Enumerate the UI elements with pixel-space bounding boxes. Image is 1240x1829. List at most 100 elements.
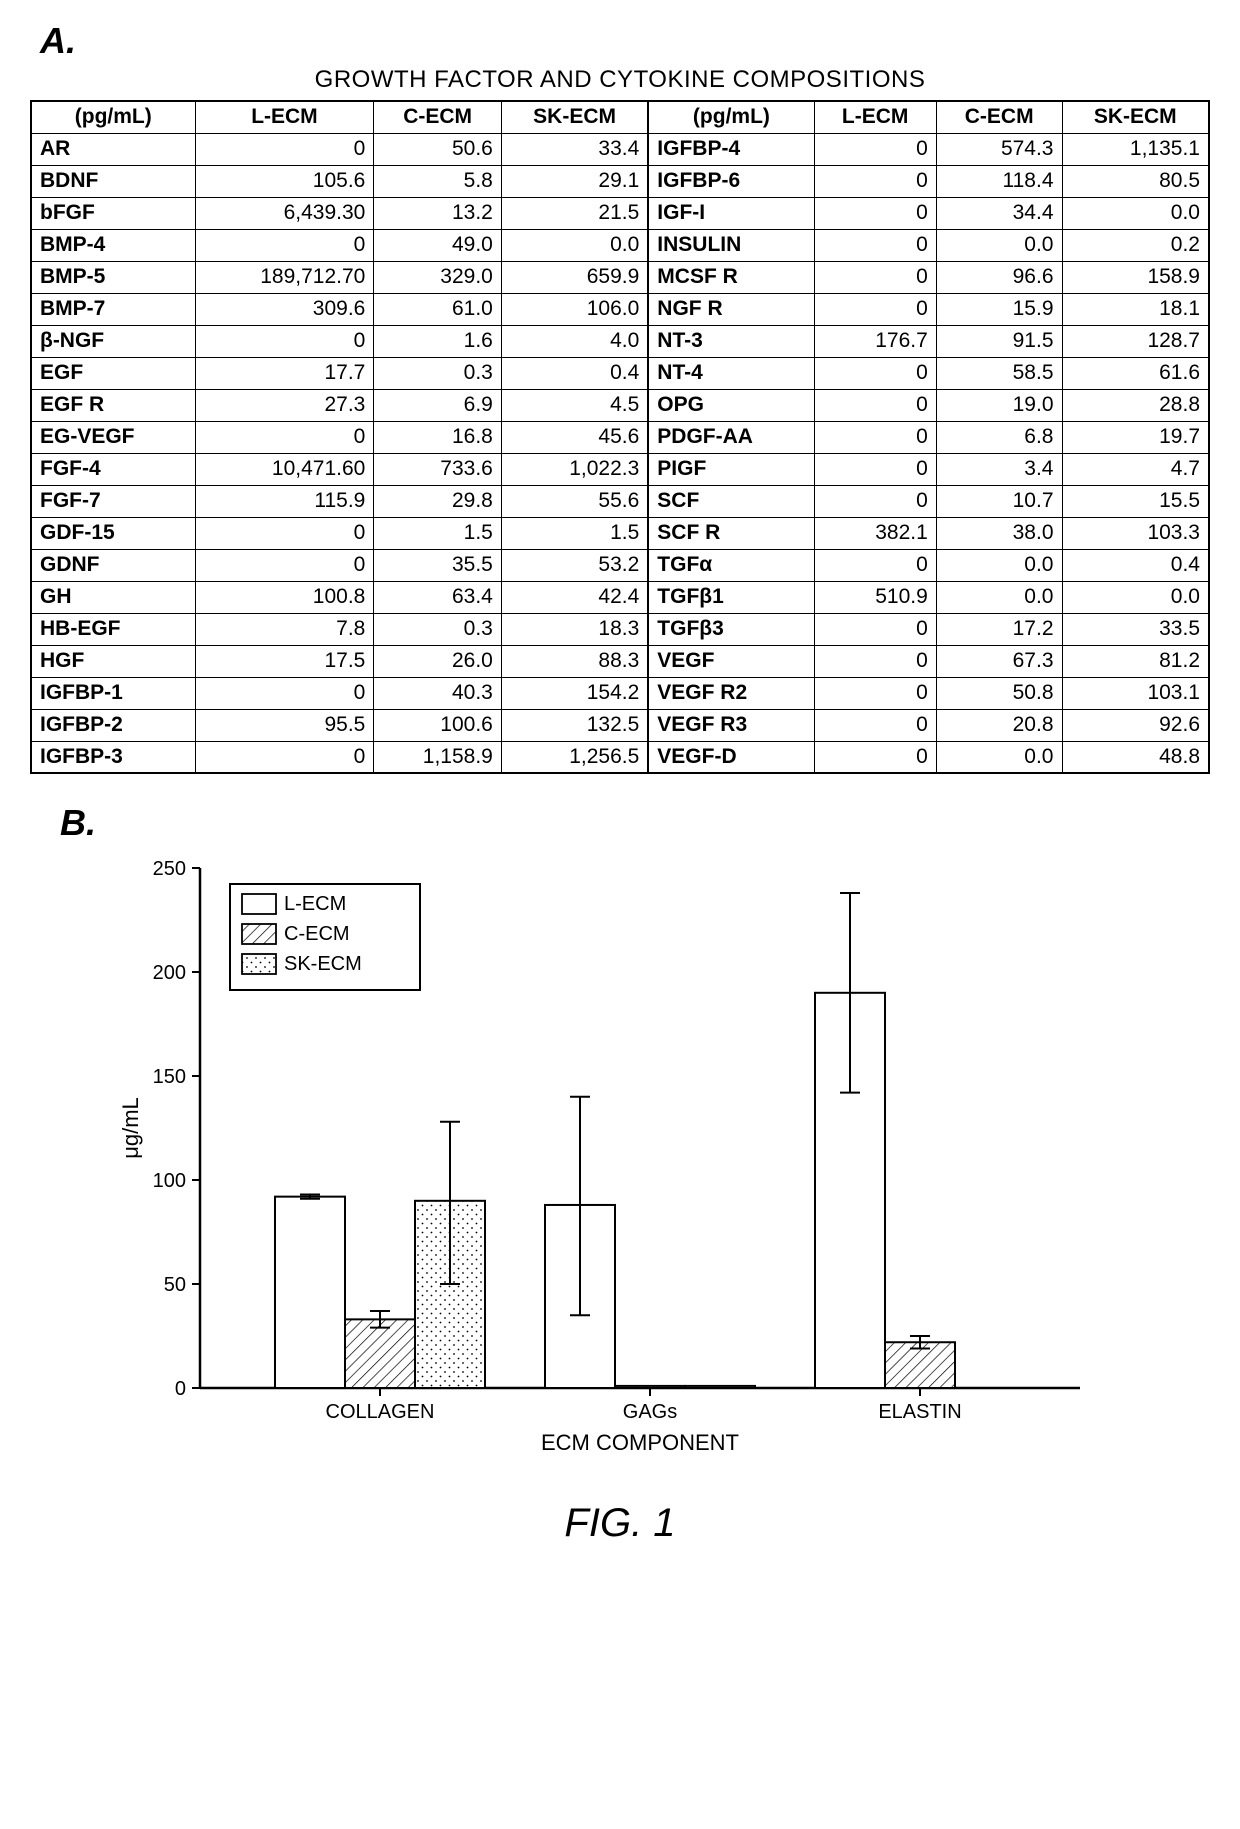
row-label: NGF R [648, 293, 814, 325]
row-label: EG-VEGF [31, 421, 195, 453]
table-cell: 329.0 [374, 261, 502, 293]
table-cell: 115.9 [195, 485, 374, 517]
row-label: VEGF R2 [648, 677, 814, 709]
svg-text:50: 50 [164, 1274, 186, 1296]
svg-text:ELASTIN: ELASTIN [878, 1401, 961, 1423]
table-cell: 29.1 [501, 165, 648, 197]
table-cell: 0 [814, 293, 936, 325]
table-cell: 105.6 [195, 165, 374, 197]
table-row: GDNF035.553.2TGFα00.00.4 [31, 549, 1209, 581]
table-cell: 17.5 [195, 645, 374, 677]
table-header: SK-ECM [501, 101, 648, 133]
table-cell: 132.5 [501, 709, 648, 741]
table-cell: 0 [195, 677, 374, 709]
row-label: IGFBP-2 [31, 709, 195, 741]
table-cell: 28.8 [1062, 389, 1209, 421]
table-header: L-ECM [814, 101, 936, 133]
table-row: BDNF105.65.829.1IGFBP-60118.480.5 [31, 165, 1209, 197]
table-cell: 21.5 [501, 197, 648, 229]
svg-text:100: 100 [153, 1170, 186, 1192]
table-cell: 1,135.1 [1062, 133, 1209, 165]
table-cell: 0 [814, 357, 936, 389]
table-cell: 309.6 [195, 293, 374, 325]
row-label: IGFBP-3 [31, 741, 195, 773]
table-row: HGF17.526.088.3VEGF067.381.2 [31, 645, 1209, 677]
table-cell: 0 [814, 485, 936, 517]
table-cell: 0 [814, 229, 936, 261]
table-cell: 100.8 [195, 581, 374, 613]
table-cell: 0 [195, 133, 374, 165]
bar-chart-svg: 050100150200250μg/mLCOLLAGENGAGsELASTINE… [110, 848, 1100, 1478]
table-cell: 0.4 [1062, 549, 1209, 581]
table-cell: 574.3 [936, 133, 1062, 165]
table-cell: 18.1 [1062, 293, 1209, 325]
growth-factor-table: (pg/mL)L-ECMC-ECMSK-ECM(pg/mL)L-ECMC-ECM… [30, 100, 1210, 774]
table-cell: 61.0 [374, 293, 502, 325]
table-cell: 0.0 [501, 229, 648, 261]
table-cell: 0.0 [1062, 581, 1209, 613]
table-cell: 0.3 [374, 613, 502, 645]
table-cell: 17.2 [936, 613, 1062, 645]
table-cell: 10.7 [936, 485, 1062, 517]
table-row: β-NGF01.64.0NT-3176.791.5128.7 [31, 325, 1209, 357]
panel-a-label: A. [40, 20, 1210, 62]
table-row: EG-VEGF016.845.6PDGF-AA06.819.7 [31, 421, 1209, 453]
table-cell: 33.5 [1062, 613, 1209, 645]
svg-text:200: 200 [153, 962, 186, 984]
panel-a: A. GROWTH FACTOR AND CYTOKINE COMPOSITIO… [30, 20, 1210, 774]
table-row: GDF-1501.51.5SCF R382.138.0103.3 [31, 517, 1209, 549]
table-cell: 510.9 [814, 581, 936, 613]
table-cell: 382.1 [814, 517, 936, 549]
table-cell: 103.3 [1062, 517, 1209, 549]
table-cell: 1.5 [374, 517, 502, 549]
table-cell: 38.0 [936, 517, 1062, 549]
table-cell: 0 [814, 389, 936, 421]
table-header: SK-ECM [1062, 101, 1209, 133]
table-cell: 128.7 [1062, 325, 1209, 357]
row-label: INSULIN [648, 229, 814, 261]
table-cell: 1,158.9 [374, 741, 502, 773]
table-cell: 1,256.5 [501, 741, 648, 773]
table-cell: 0 [195, 421, 374, 453]
table-cell: 0 [195, 517, 374, 549]
row-label: β-NGF [31, 325, 195, 357]
table-cell: 0.2 [1062, 229, 1209, 261]
table-cell: 40.3 [374, 677, 502, 709]
table-header: (pg/mL) [31, 101, 195, 133]
svg-text:150: 150 [153, 1066, 186, 1088]
row-label: bFGF [31, 197, 195, 229]
row-label: EGF R [31, 389, 195, 421]
table-cell: 80.5 [1062, 165, 1209, 197]
table-cell: 91.5 [936, 325, 1062, 357]
table-cell: 0.3 [374, 357, 502, 389]
table-cell: 95.5 [195, 709, 374, 741]
svg-text:SK-ECM: SK-ECM [284, 953, 362, 975]
table-cell: 0 [195, 325, 374, 357]
row-label: IGFBP-6 [648, 165, 814, 197]
table-cell: 13.2 [374, 197, 502, 229]
table-cell: 63.4 [374, 581, 502, 613]
table-cell: 53.2 [501, 549, 648, 581]
table-cell: 6,439.30 [195, 197, 374, 229]
table-cell: 0 [814, 677, 936, 709]
row-label: HB-EGF [31, 613, 195, 645]
table-header: (pg/mL) [648, 101, 814, 133]
table-cell: 118.4 [936, 165, 1062, 197]
table-cell: 0 [814, 165, 936, 197]
table-cell: 0 [814, 453, 936, 485]
table-header: L-ECM [195, 101, 374, 133]
panel-a-title: GROWTH FACTOR AND CYTOKINE COMPOSITIONS [30, 66, 1210, 94]
table-row: BMP-4049.00.0INSULIN00.00.2 [31, 229, 1209, 261]
table-cell: 6.8 [936, 421, 1062, 453]
table-cell: 15.9 [936, 293, 1062, 325]
table-cell: 0 [814, 197, 936, 229]
row-label: HGF [31, 645, 195, 677]
table-row: FGF-7115.929.855.6SCF010.715.5 [31, 485, 1209, 517]
row-label: SCF R [648, 517, 814, 549]
row-label: EGF [31, 357, 195, 389]
table-cell: 154.2 [501, 677, 648, 709]
table-cell: 4.0 [501, 325, 648, 357]
table-cell: 58.5 [936, 357, 1062, 389]
table-header: C-ECM [374, 101, 502, 133]
row-label: IGF-I [648, 197, 814, 229]
